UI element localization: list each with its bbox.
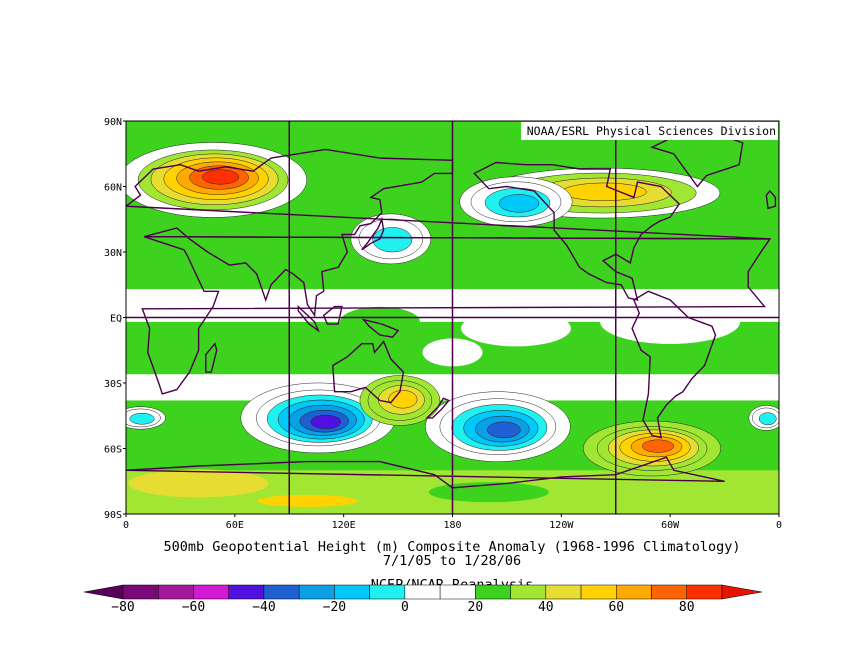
colorbar-bin [334,584,370,600]
contour-eurasia-positive-max [126,142,308,218]
lat-label: 30S [104,379,122,390]
contour-level [758,412,777,426]
antarctic-positive-east [128,469,269,498]
coast-sumatra [297,304,320,333]
colorbar-bin [228,584,265,600]
colorbar-tick-label: 40 [538,600,554,615]
contour-level [129,412,155,425]
antarctic-positive-core [257,494,358,507]
contour-level [388,390,418,409]
longitude-labels: 0 60E 120E 180 120W 60W 0 [123,514,782,531]
colorbar-tick-label: −80 [111,600,134,615]
contour-south-pacific-low [425,391,571,462]
lon-label: 0 [776,520,782,531]
contour-level [310,414,342,429]
contour-australia-high [359,375,441,426]
coast-madagascar [205,342,218,373]
coast-nz [425,397,451,419]
coastlines [126,135,777,489]
colorbar-bin [122,584,159,600]
colorbar-bin [580,584,617,600]
colorbar-bin [616,584,652,600]
colorbar-over-arrow [721,584,763,600]
colorbar-bin [157,584,194,600]
lon-label: 180 [443,520,461,531]
coast-antarctica-a [126,460,453,489]
contour-japan-low [350,213,432,265]
coast-uk [765,189,777,210]
lon-label: 60W [661,520,680,531]
lon-label: 0 [123,520,129,531]
contour-south-atlantic-high [583,420,722,477]
lat-label: 60S [104,445,122,456]
neutral-patch-south-america [600,299,741,344]
credit-box [521,122,778,140]
colorbar-bin [263,584,300,600]
colorbar-tick-label: −20 [323,600,346,615]
lon-label: 60E [226,520,244,531]
colorbar-tick-label: 60 [608,600,624,615]
coast-borneo [322,305,343,325]
contour-level [202,169,239,185]
credit-text: NOAA/ESRL Physical Sciences Division [527,124,776,138]
contour-north-pacific-low [459,176,573,228]
colorbar-tick-labels: −80 −60 −40 −20 0 20 40 60 80 [111,600,694,615]
colorbar-tick-label: −40 [252,600,275,615]
colorbar-bin [298,584,335,600]
grid-lines [126,121,779,514]
colorbar-bin [510,584,547,600]
colorbar-bin [545,584,582,600]
colorbar-under-arrow [83,584,124,600]
coast-japan [361,216,385,251]
contour-level [487,421,521,439]
contour-south-africa-low [126,406,166,430]
anomaly-map: NOAA/ESRL Physical Sciences Division [125,120,780,515]
colorbar-bin [475,584,511,600]
latitude-labels: 90N 60N 30N EQ 30S 60S 90S [104,117,126,521]
contour-level [498,194,540,213]
colorbar-tick-label: 20 [468,600,484,615]
colorbar-tick-label: 0 [401,600,409,615]
coast-new-guinea [361,318,400,338]
colorbar-bin [369,584,406,600]
colorbar [83,584,763,600]
colorbar-bin [439,584,476,600]
coast-north-america [473,161,681,301]
lat-label: EQ [110,314,122,325]
contour-south-indian-low [240,382,397,454]
positive-patch-maritime [339,306,420,337]
lon-label: 120W [549,520,574,531]
colorbar-tick-label: −60 [182,600,205,615]
colorbar-bin [651,584,688,600]
colorbar-bin [404,584,441,600]
colorbar-bin [193,584,229,600]
coast-africa [141,236,772,395]
colorbar-tick-label: 80 [679,600,695,615]
coast-australia [332,340,405,404]
lon-label: 120E [332,520,356,531]
coast-eurasia [126,148,770,318]
coast-antarctica-b [126,456,725,489]
coast-south-america [631,290,717,439]
contour-level [642,439,674,453]
caption-dates: 7/1/05 to 1/28/06 [383,553,521,569]
colorbar-bin [686,584,723,600]
lat-label: 30N [104,248,122,259]
lat-label: 90S [104,510,122,521]
neutral-patch-central-pacific [460,310,571,347]
lat-label: 60N [104,183,122,194]
contour-blob-9 [748,405,779,431]
caption-title: 500mb Geopotential Height (m) Composite … [163,539,740,555]
lat-label: 90N [104,117,122,128]
